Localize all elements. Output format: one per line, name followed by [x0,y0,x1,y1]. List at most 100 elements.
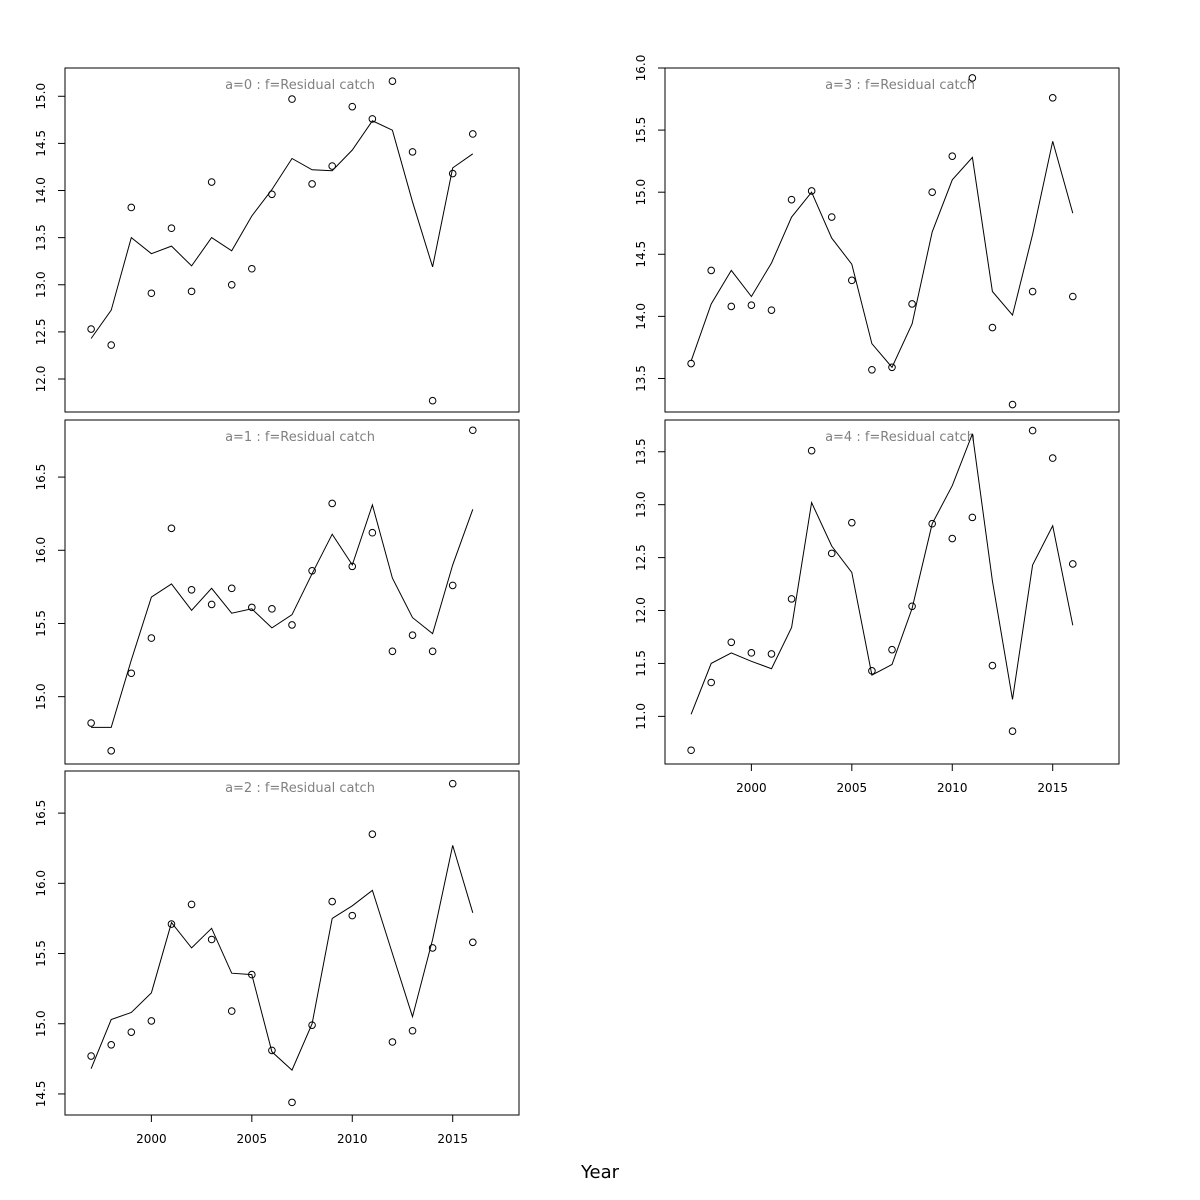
observed-point [107,747,116,755]
observed-point [167,524,176,533]
observed-point [888,645,896,654]
observed-point [408,148,417,156]
y-tick-label: 13.0 [34,271,48,298]
observed-point [1028,287,1037,296]
observed-point [167,920,176,928]
y-tick-label: 13.0 [634,491,648,518]
observed-point [1028,426,1037,435]
observed-point [868,667,876,675]
panel-title: a=1 : f=Residual catch [225,430,375,445]
observed-point [268,190,276,199]
observed-point [868,365,876,374]
observed-point [348,562,357,571]
observed-point [308,566,316,575]
y-tick-label: 14.5 [34,1081,48,1108]
observed-point [308,1021,316,1029]
y-tick-label: 14.5 [34,130,48,157]
x-tick-label: 2005 [837,781,868,795]
y-tick-label: 16.0 [34,870,48,897]
observed-point [107,1040,116,1049]
panel-title: a=0 : f=Residual catch [225,78,375,93]
observed-point [227,584,236,593]
observed-point [248,603,256,612]
panel-frame [64,770,520,1116]
observed-point [328,897,336,906]
observed-point [408,631,417,639]
observed-point [87,325,95,333]
x-tick-label: 2010 [337,1132,368,1146]
y-tick-label: 11.0 [634,703,648,730]
panel-title: a=4 : f=Residual catch [825,430,975,445]
observed-point [908,602,916,611]
observed-point [388,77,397,85]
panel-1: a=1 : f=Residual catch 15.0 15.5 16.0 16.5 [34,419,520,765]
y-tick-label: 12.5 [34,319,48,346]
observed-point [227,1007,236,1015]
y-tick-label: 14.0 [34,177,48,204]
observed-point [147,634,156,642]
observed-point [948,152,957,160]
fitted-line [690,141,1074,369]
x-tick-label: 2000 [736,781,767,795]
observed-point [107,341,116,349]
observed-point [187,900,196,909]
observed-point [468,938,477,947]
observed-point [727,302,736,311]
y-tick-label: 15.5 [34,940,48,967]
observed-point [248,264,256,273]
observed-point [368,830,377,838]
observed-point [167,224,176,233]
observed-point [827,549,836,558]
observed-point [1068,292,1077,301]
observed-point [127,1028,136,1036]
observed-point [468,130,477,138]
y-tick-label: 15.5 [34,610,48,637]
observed-point [1008,400,1017,409]
observed-point [87,719,95,727]
y-tick-label: 12.0 [34,366,48,393]
panel-frame [664,67,1120,413]
observed-point [428,647,437,656]
observed-point [848,276,856,285]
observed-point [328,162,336,170]
y-tick-label: 15.0 [634,179,648,206]
observed-point [448,581,457,590]
x-axis-title: Year [580,1162,620,1183]
x-tick-label: 2005 [237,1132,268,1146]
observed-point [207,178,216,186]
observed-point [147,1017,156,1025]
observed-point [928,519,936,528]
observed-point [968,74,977,82]
y-tick-label: 15.0 [34,83,48,110]
observed-point [268,1046,276,1055]
panel-0: a=0 : f=Residual catch 12.0 12.5 13.0 13.5 14… [34,67,520,413]
observed-point [388,647,397,656]
y-tick-label: 16.0 [34,537,48,564]
y-tick-label: 11.5 [634,650,648,677]
x-tick-label: 2015 [437,1132,468,1146]
y-tick-label: 14.5 [634,241,648,268]
observed-point [187,287,196,296]
observed-point [248,970,256,979]
x-tick-label: 2015 [1037,781,1068,795]
x-tick-label: 2010 [937,781,968,795]
panel-title: a=3 : f=Residual catch [825,78,975,93]
panel-3: a=3 : f=Residual catch 13.5 14.0 14.5 15.0 15… [634,55,1120,413]
observed-point [268,605,276,613]
panel-4: a=4 : f=Residual catch 11.0 11.5 12.0 12.5 13… [634,419,1120,795]
y-tick-label: 13.5 [34,224,48,251]
observed-point [288,95,296,103]
observed-point [87,1052,95,1060]
observed-point [807,446,816,455]
observed-point [428,944,437,952]
observed-point [787,195,796,204]
observed-point [288,621,296,629]
y-tick-label: 16.0 [634,55,648,82]
y-tick-label: 14.0 [634,303,648,330]
y-tick-label: 15.0 [34,683,48,710]
observed-point [308,180,316,188]
observed-point [687,746,695,755]
observed-point [888,363,896,372]
observed-point [288,1098,296,1107]
